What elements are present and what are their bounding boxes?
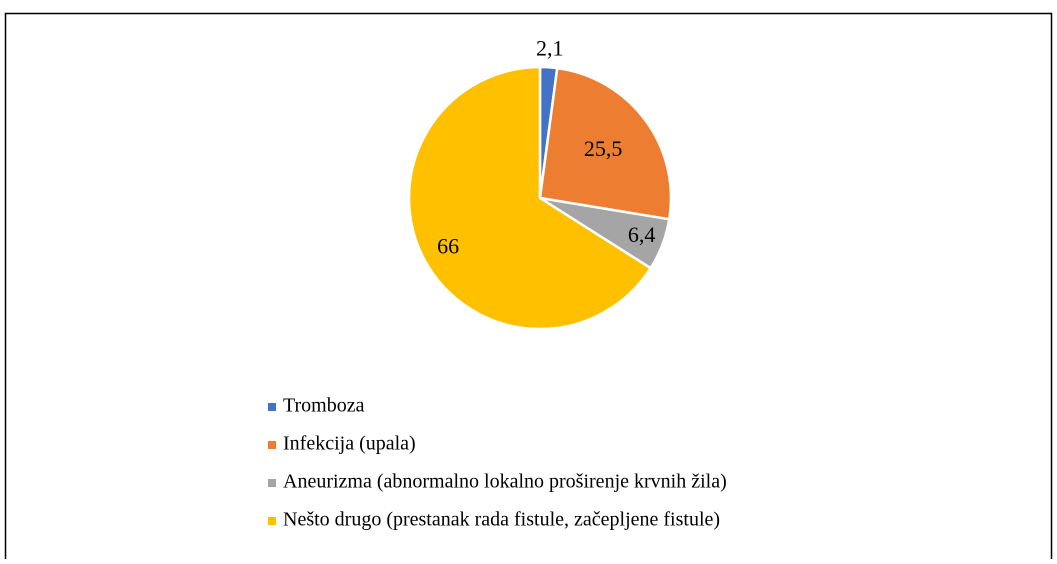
- legend-label: Aneurizma (abnormalno lokalno proširenje…: [283, 471, 727, 493]
- legend-label: Nešto drugo (prestanak rada fistule, zač…: [283, 509, 720, 531]
- data-label: 6,4: [628, 222, 656, 247]
- legend-label: Tromboza: [283, 395, 365, 417]
- legend-label: Infekcija (upala): [283, 433, 416, 455]
- legend-swatch: [268, 403, 276, 411]
- data-label: 66: [437, 234, 459, 259]
- data-label: 25,5: [584, 136, 623, 161]
- legend-swatch: [268, 441, 276, 449]
- legend-swatch: [268, 479, 276, 487]
- data-label: 2,1: [536, 35, 564, 60]
- pie-slice: [407, 65, 653, 331]
- pie-slice: [538, 66, 673, 221]
- legend-swatch: [268, 517, 276, 525]
